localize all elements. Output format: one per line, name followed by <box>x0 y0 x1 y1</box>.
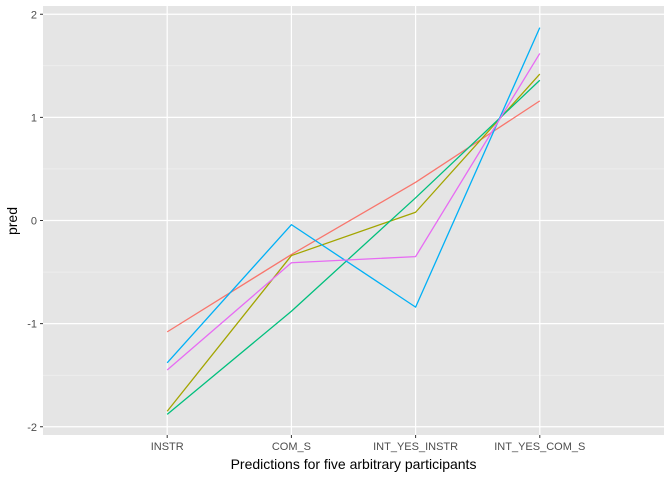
series-line-2 <box>166 73 541 412</box>
y-tick-label: -1 <box>27 319 37 331</box>
x-tick-label: INSTR <box>151 441 184 453</box>
x-axis: INSTR COM_S INT_YES_INSTR INT_YES_COM_S <box>151 435 585 453</box>
y-axis: -2 -1 0 1 2 <box>27 9 43 434</box>
series-line-4 <box>166 27 541 364</box>
grid-minor <box>43 65 664 376</box>
x-tick-label: INT_YES_COM_S <box>494 441 585 453</box>
x-tick-label: COM_S <box>272 441 311 453</box>
y-tick-label: -2 <box>27 422 37 434</box>
grid-major <box>43 6 664 435</box>
x-tick-label: INT_YES_INSTR <box>373 441 458 453</box>
y-tick-label: 2 <box>31 9 37 21</box>
series-line-3 <box>166 79 541 415</box>
series-line-5 <box>166 53 541 371</box>
y-axis-title: pred <box>4 207 20 235</box>
x-axis-title: Predictions for five arbitrary participa… <box>231 456 477 472</box>
y-tick-label: 0 <box>31 216 37 228</box>
series-lines <box>166 27 541 415</box>
y-tick-label: 1 <box>31 112 37 124</box>
